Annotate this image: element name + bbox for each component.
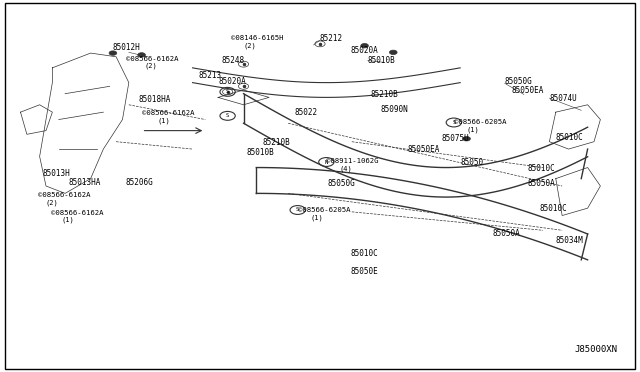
- Text: (2): (2): [145, 63, 157, 69]
- Text: 85012H: 85012H: [113, 43, 141, 52]
- Text: (1): (1): [157, 117, 170, 124]
- Text: (1): (1): [467, 126, 479, 133]
- Circle shape: [463, 137, 470, 141]
- Text: 85248: 85248: [221, 56, 244, 65]
- Circle shape: [138, 53, 145, 57]
- Text: 85013H: 85013H: [43, 169, 70, 177]
- Text: 85074U: 85074U: [549, 94, 577, 103]
- Text: 85013HA: 85013HA: [68, 178, 100, 187]
- Text: 85020A: 85020A: [218, 77, 246, 86]
- Text: 85050A: 85050A: [527, 179, 555, 187]
- Text: (1): (1): [310, 214, 323, 221]
- Text: 85050: 85050: [460, 157, 483, 167]
- Text: ©08566-6162A: ©08566-6162A: [38, 192, 91, 198]
- Text: (1): (1): [62, 217, 75, 223]
- Text: 85034M: 85034M: [556, 236, 584, 245]
- Text: 85075U: 85075U: [441, 134, 469, 143]
- Text: 85022: 85022: [294, 108, 317, 117]
- Text: 85010C: 85010C: [527, 164, 555, 173]
- Text: J85000XN: J85000XN: [575, 345, 618, 354]
- Text: S: S: [226, 113, 229, 118]
- Circle shape: [390, 50, 397, 55]
- Text: (4): (4): [339, 165, 352, 171]
- Text: 85213: 85213: [199, 71, 222, 80]
- Text: 85050EA: 85050EA: [511, 86, 543, 95]
- Text: 85050A: 85050A: [492, 229, 520, 238]
- Text: ©08566-6162A: ©08566-6162A: [125, 56, 178, 62]
- Text: 85010B: 85010B: [368, 56, 396, 65]
- Text: (2): (2): [46, 199, 59, 206]
- Text: S: S: [452, 120, 456, 125]
- Text: ©08566-6162A: ©08566-6162A: [141, 110, 194, 116]
- Text: (2): (2): [244, 42, 256, 49]
- Text: 85010C: 85010C: [351, 249, 378, 258]
- Text: ©08911-1062G: ©08911-1062G: [326, 158, 379, 164]
- Text: 85210B: 85210B: [262, 138, 291, 147]
- Text: 85010B: 85010B: [246, 148, 275, 157]
- Text: 85010C: 85010C: [556, 133, 584, 142]
- Text: ©08566-6162A: ©08566-6162A: [51, 209, 104, 216]
- Text: 85050G: 85050G: [328, 179, 355, 187]
- Circle shape: [109, 51, 116, 55]
- Text: 85020A: 85020A: [351, 46, 378, 55]
- Text: 85050G: 85050G: [505, 77, 532, 86]
- Text: 85090N: 85090N: [381, 105, 408, 114]
- Text: 85210B: 85210B: [371, 90, 399, 99]
- Text: 85050E: 85050E: [351, 267, 378, 276]
- Text: 85010C: 85010C: [540, 204, 568, 214]
- Circle shape: [361, 44, 369, 48]
- Text: ©08146-6165H: ©08146-6165H: [231, 35, 284, 41]
- Text: 85206G: 85206G: [125, 178, 154, 187]
- Text: N: N: [324, 160, 328, 164]
- Text: ©08566-6205A: ©08566-6205A: [454, 119, 506, 125]
- Text: S: S: [296, 208, 300, 212]
- Text: ©08566-6205A: ©08566-6205A: [298, 207, 350, 213]
- Text: 85050EA: 85050EA: [408, 145, 440, 154]
- Text: 85018HA: 85018HA: [138, 95, 171, 104]
- Text: 85212: 85212: [320, 34, 343, 43]
- Text: S: S: [226, 89, 229, 94]
